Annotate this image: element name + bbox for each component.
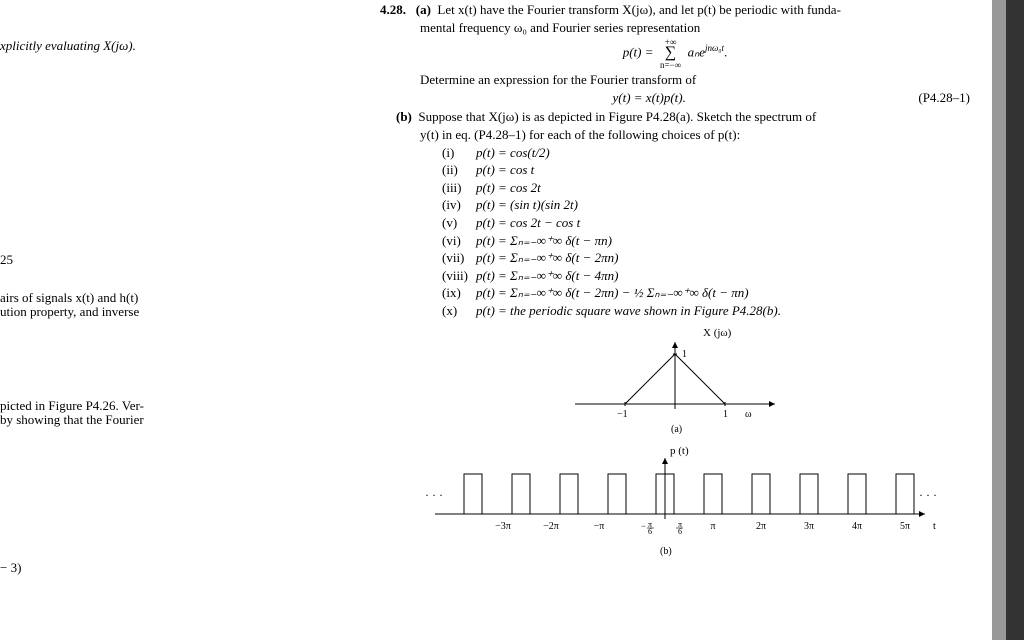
part-a-line3: Determine an expression for the Fourier … — [420, 72, 970, 88]
svg-text:6: 6 — [678, 527, 682, 536]
svg-text:−1: −1 — [617, 409, 628, 420]
svg-text:ω: ω — [745, 409, 752, 420]
part-a-label: (a) — [416, 2, 431, 17]
eq-number: (P4.28–1) — [918, 90, 970, 106]
frag-explicitly: xplicitly evaluating X(jω). — [0, 38, 136, 54]
svg-text:p (t): p (t) — [670, 445, 689, 457]
figure-b: p (t) · · · · · · −3π −2π −π − π 6 π 6 π… — [380, 444, 970, 563]
svg-text:−π: −π — [594, 521, 605, 532]
frag-25: 25 — [0, 252, 13, 268]
svg-text:4π: 4π — [852, 521, 862, 532]
svg-text:−2π: −2π — [543, 521, 559, 532]
svg-text:(a): (a) — [671, 424, 682, 434]
frag-picted-b: by showing that the Fourier — [0, 412, 144, 428]
svg-text:−3π: −3π — [495, 521, 511, 532]
svg-text:· · ·: · · · — [425, 488, 443, 502]
svg-text:1: 1 — [682, 349, 687, 360]
eq-yt: y(t) = x(t)p(t). (P4.28–1) — [380, 90, 970, 106]
frag-minus3: − 3) — [0, 560, 21, 576]
eq-pt: p(t) = +∞ ∑ n=−∞ aₙejnω₀t. — [380, 38, 970, 69]
choice-vii: (vii)p(t) = Σₙ₌₋∞⁺∞ δ(t − 2πn) — [442, 250, 970, 266]
svg-text:6: 6 — [648, 527, 652, 536]
choice-ii: (ii)p(t) = cos t — [442, 162, 970, 178]
frag-pairs-b: ution property, and inverse — [0, 304, 139, 320]
svg-text:(b): (b) — [660, 546, 672, 557]
choice-v: (v)p(t) = cos 2t − cos t — [442, 215, 970, 231]
scrollbar-thumb[interactable] — [1006, 0, 1024, 640]
svg-text:π: π — [710, 521, 715, 532]
sum-symbol: +∞ ∑ n=−∞ — [660, 38, 681, 69]
choice-ix: (ix)p(t) = Σₙ₌₋∞⁺∞ δ(t − 2πn) − ½ Σₙ₌₋∞⁺… — [442, 285, 970, 301]
question-number: 4.28. — [380, 2, 406, 17]
part-a-line1: 4.28. (a) Let x(t) have the Fourier tran… — [380, 2, 970, 18]
figure-a-svg: X (jω) 1 −1 1 ω (a) — [545, 324, 805, 434]
left-column-fragments: xplicitly evaluating X(jω). 25 airs of s… — [0, 0, 170, 640]
part-b-label: (b) — [396, 109, 412, 124]
choice-vi: (vi)p(t) = Σₙ₌₋∞⁺∞ δ(t − πn) — [442, 233, 970, 249]
svg-text:t: t — [933, 521, 936, 532]
choices-list: (i)p(t) = cos(t/2) (ii)p(t) = cos t (iii… — [380, 145, 970, 319]
svg-text:X (jω): X (jω) — [703, 327, 732, 339]
part-b-line1: (b) Suppose that X(jω) is as depicted in… — [396, 109, 970, 125]
svg-text:1: 1 — [723, 409, 728, 420]
part-a-line2: mental frequency ω₀ and Fourier series r… — [420, 20, 970, 36]
problem-4-28: 4.28. (a) Let x(t) have the Fourier tran… — [380, 2, 970, 563]
figure-a: X (jω) 1 −1 1 ω (a) — [380, 324, 970, 438]
choice-x: (x)p(t) = the periodic square wave shown… — [442, 303, 970, 319]
scrollbar-track — [992, 0, 1006, 640]
svg-text:3π: 3π — [804, 521, 814, 532]
choice-iv: (iv)p(t) = (sin t)(sin 2t) — [442, 197, 970, 213]
svg-text:5π: 5π — [900, 521, 910, 532]
part-b-line2: y(t) in eq. (P4.28–1) for each of the fo… — [420, 127, 970, 143]
choice-iii: (iii)p(t) = cos 2t — [442, 180, 970, 196]
choice-viii: (viii)p(t) = Σₙ₌₋∞⁺∞ δ(t − 4πn) — [442, 268, 970, 284]
svg-text:2π: 2π — [756, 521, 766, 532]
figure-b-svg: p (t) · · · · · · −3π −2π −π − π 6 π 6 π… — [395, 444, 955, 559]
svg-text:· · ·: · · · — [919, 488, 937, 502]
choice-i: (i)p(t) = cos(t/2) — [442, 145, 970, 161]
svg-text:−: − — [641, 521, 646, 531]
